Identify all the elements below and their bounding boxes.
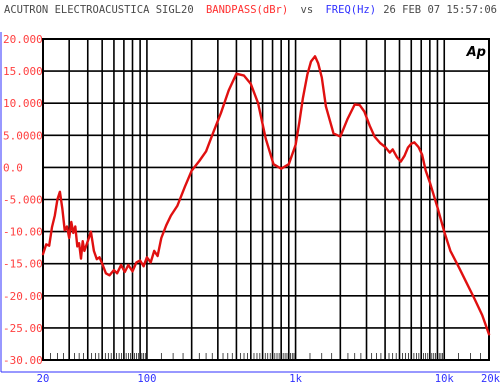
y-tick-label: -20.00	[3, 290, 43, 303]
y-tick-label: -5.000	[3, 194, 43, 207]
x-tick-label: 10k	[435, 373, 455, 383]
header-date: 26 FEB 07 15:57:06	[383, 4, 497, 16]
x-tick-label: 1k	[289, 373, 302, 383]
minor-ticks	[42, 353, 490, 360]
y-tick-label: 20.000	[3, 33, 43, 46]
ap-logo: Ap	[466, 45, 486, 60]
y-tick-label: -10.00	[3, 226, 43, 239]
y-tick-label: -15.00	[3, 258, 43, 271]
chart-header: ACUTRON ELECTROACUSTICA SIGL20 BANDPASS(…	[4, 4, 376, 16]
plot-area	[41, 38, 491, 361]
y-tick-label: 0.0	[3, 161, 23, 174]
x-tick-labels: 20 100 1k 10k 20k	[37, 373, 501, 383]
bandpass-trace	[41, 55, 491, 336]
y-tick-label: 10.000	[3, 97, 43, 110]
y-tick-label: -30.00	[3, 354, 43, 367]
header-device: ACUTRON ELECTROACUSTICA SIGL20	[4, 4, 194, 16]
y-tick-label: 5.0000	[3, 129, 43, 142]
header-y-measure: BANDPASS(dBr)	[206, 4, 288, 16]
y-tick-labels: 20.000 15.000 10.000 5.0000 0.0 -5.000 -10.00 -…	[3, 33, 43, 367]
header-vs: vs	[301, 4, 314, 16]
y-tick-label: 15.000	[3, 65, 43, 78]
x-tick-label: 20	[37, 373, 50, 383]
x-tick-label: 100	[137, 373, 156, 383]
grid	[42, 38, 490, 361]
x-tick-label: 20k	[481, 373, 501, 383]
y-tick-label: -25.00	[3, 322, 43, 335]
header-x-measure: FREQ(Hz)	[325, 4, 376, 16]
